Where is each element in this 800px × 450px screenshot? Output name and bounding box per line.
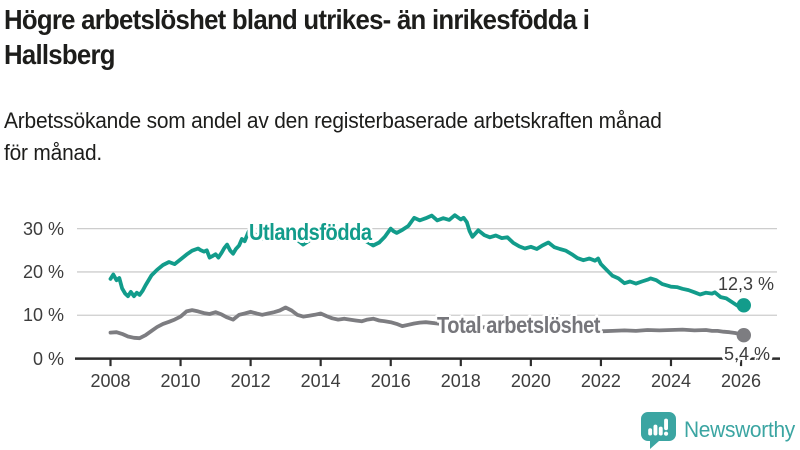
series-line-0: [108, 213, 746, 309]
subtitle-line-2: för månad.: [4, 140, 103, 165]
series-line-1: [108, 305, 746, 341]
newsworthy-logo: Newsworthy: [640, 411, 800, 449]
end-value-label-total: 5,4 %: [724, 344, 771, 364]
newsworthy-bubble-chart-icon: [641, 412, 676, 449]
page-title: Högre arbetslöshet bland utrikes- än inr…: [4, 2, 590, 72]
series-label-total-arbetsloshet: Total arbetslöshet: [437, 312, 601, 338]
title-line-2: Hallsberg: [4, 39, 116, 70]
end-value-label-utlandsfodda: 12,3 %: [718, 274, 775, 294]
series-end-dot-1: [736, 328, 751, 343]
series-label-utlandsfodda: Utlandsfödda: [249, 219, 372, 245]
series-end-dot-0: [736, 298, 751, 313]
newsworthy-wordmark: Newsworthy: [684, 417, 795, 442]
title-line-1: Högre arbetslöshet bland utrikes- än inr…: [4, 4, 590, 35]
subtitle-line-1: Arbetssökande som andel av den registerb…: [4, 108, 662, 133]
chart-subtitle: Arbetssökande som andel av den registerb…: [4, 105, 662, 169]
